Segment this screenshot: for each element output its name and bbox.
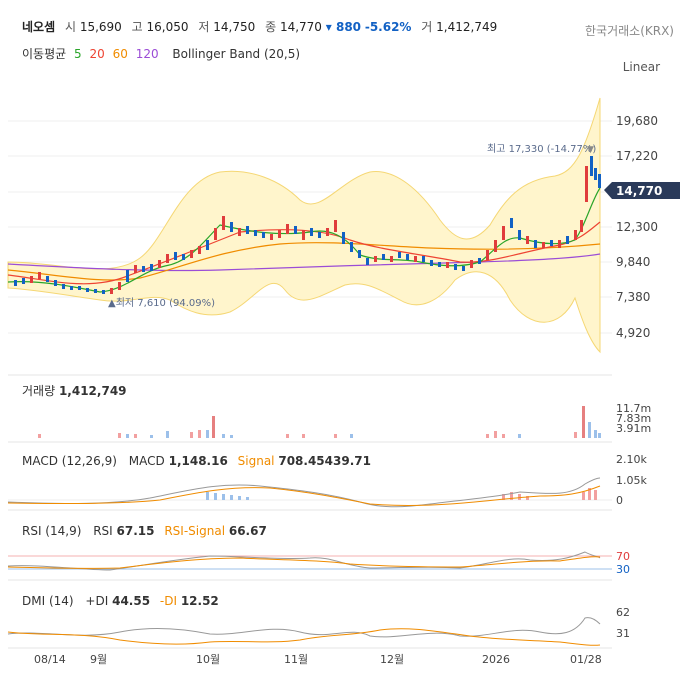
open-label: 시 xyxy=(64,20,76,34)
volume-label: 거 xyxy=(421,20,433,34)
price-header: 네오셈 시 15,690 고 16,050 저 14,750 종 14,770 … xyxy=(22,18,497,35)
dmi-axis: 62 31 xyxy=(616,606,630,640)
x-tick: 11월 xyxy=(284,653,308,666)
current-price-badge xyxy=(604,182,680,199)
y-tick: 70 xyxy=(616,550,630,563)
y-tick: 7,380 xyxy=(616,290,650,304)
macd-histogram xyxy=(206,488,597,500)
high-annotation: 최고 17,330 (-14.77%) xyxy=(487,143,596,155)
indicator-legend: 이동평균 5 20 60 120 Bollinger Band (20,5) xyxy=(22,45,304,62)
low-note: 최저 7,610 (94.09%) xyxy=(116,297,215,309)
scale-toggle[interactable]: Linear xyxy=(622,60,660,74)
y-tick: 30 xyxy=(616,563,630,576)
ma5-label[interactable]: 5 xyxy=(74,47,82,61)
low-value: 14,750 xyxy=(213,20,256,34)
exchange-label: 한국거래소(KRX) xyxy=(585,24,674,38)
volume-bars xyxy=(38,406,601,438)
volume-panel-label: 거래량 1,412,749 xyxy=(22,384,127,398)
y-tick: 4,920 xyxy=(616,326,650,340)
y-tick: 62 xyxy=(616,606,630,619)
ma60-label[interactable]: 60 xyxy=(112,47,128,61)
y-tick: 17,220 xyxy=(616,149,658,163)
price-axis: 19,680 17,220 12,300 9,840 7,380 4,920 xyxy=(616,114,658,340)
macd-signal-line xyxy=(7,485,601,506)
y-tick: 7.83m xyxy=(616,412,651,425)
rsi-line xyxy=(7,551,601,571)
x-tick: 2026 xyxy=(482,653,510,666)
y-tick: 12,300 xyxy=(616,220,658,234)
y-tick: 11.7m xyxy=(616,402,651,415)
low-marker-icon: ▲ xyxy=(108,298,116,309)
high-value: 16,050 xyxy=(146,20,189,34)
y-tick: 19,680 xyxy=(616,114,658,128)
open-value: 15,690 xyxy=(79,20,122,34)
volume-value: 1,412,749 xyxy=(436,20,498,34)
y-tick: 31 xyxy=(616,627,630,640)
y-tick: 1.05k xyxy=(616,474,647,487)
x-tick: 9월 xyxy=(90,653,107,666)
y-tick: 3.91m xyxy=(616,422,651,435)
ma120-line xyxy=(7,253,601,272)
volume-axis: 11.7m 7.83m 3.91m xyxy=(616,402,651,435)
close-value: 14,770 xyxy=(279,20,322,34)
mdi-line xyxy=(7,628,601,646)
candles xyxy=(14,156,601,294)
high-label: 고 xyxy=(131,20,143,34)
dmi-panel-label: DMI (14) +DI 44.55 -DI 12.52 xyxy=(22,594,219,608)
pdi-line xyxy=(7,617,601,638)
change-pct: -5.62% xyxy=(364,20,412,34)
x-tick: 12월 xyxy=(380,653,404,666)
rsi-panel-label: RSI (14,9) RSI 67.15 RSI-Signal 66.67 xyxy=(22,524,267,538)
macd-panel-label: MACD (12,26,9) MACD 1,148.16 Signal 708.… xyxy=(22,454,371,468)
change-value: ▾ 880 xyxy=(325,20,362,34)
low-label: 저 xyxy=(198,20,210,34)
current-price-label: 14,770 xyxy=(616,184,662,198)
y-tick: 9,840 xyxy=(616,255,650,269)
ma5-line xyxy=(7,187,601,293)
x-axis: 08/14 9월 10월 11월 12월 2026 01/28 xyxy=(34,653,602,666)
bollinger-band xyxy=(7,97,601,354)
rsi-signal-line xyxy=(7,556,601,569)
x-tick: 10월 xyxy=(196,653,220,666)
y-tick: 2.10k xyxy=(616,453,647,466)
ma60-line xyxy=(7,242,601,281)
stock-name: 네오셈 xyxy=(22,20,56,34)
y-tick: 0 xyxy=(616,494,623,507)
bollinger-label[interactable]: Bollinger Band (20,5) xyxy=(172,47,301,61)
x-tick: 01/28 xyxy=(570,653,602,666)
ma-label: 이동평균 xyxy=(22,47,67,61)
rsi-axis: 70 30 xyxy=(616,550,630,576)
close-label: 종 xyxy=(265,20,277,34)
ma20-label[interactable]: 20 xyxy=(89,47,105,61)
high-marker-icon: ▼ xyxy=(587,145,594,155)
low-annotation: ▲최저 7,610 (94.09%) xyxy=(108,297,215,309)
ma120-label[interactable]: 120 xyxy=(135,47,159,61)
macd-axis: 2.10k 1.05k 0 xyxy=(616,453,647,507)
x-tick: 08/14 xyxy=(34,653,66,666)
